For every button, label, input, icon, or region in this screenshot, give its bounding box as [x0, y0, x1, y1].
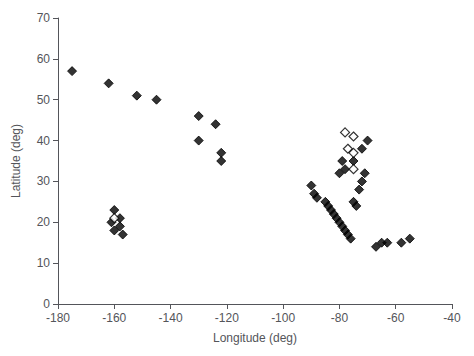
svg-text:70: 70 — [37, 11, 51, 25]
svg-text:Latitude (deg): Latitude (deg) — [9, 124, 23, 198]
svg-text:60: 60 — [37, 52, 51, 66]
svg-text:30: 30 — [37, 174, 51, 188]
svg-text:-140: -140 — [159, 311, 183, 325]
svg-text:Longitude (deg): Longitude (deg) — [213, 331, 297, 345]
svg-text:-80: -80 — [331, 311, 349, 325]
svg-text:-100: -100 — [271, 311, 295, 325]
svg-text:-120: -120 — [215, 311, 239, 325]
svg-text:-160: -160 — [102, 311, 126, 325]
svg-text:50: 50 — [37, 93, 51, 107]
svg-text:-60: -60 — [387, 311, 405, 325]
svg-text:40: 40 — [37, 134, 51, 148]
svg-text:0: 0 — [43, 297, 50, 311]
svg-text:10: 10 — [37, 256, 51, 270]
svg-text:20: 20 — [37, 215, 51, 229]
svg-text:-40: -40 — [443, 311, 461, 325]
svg-text:-180: -180 — [46, 311, 70, 325]
